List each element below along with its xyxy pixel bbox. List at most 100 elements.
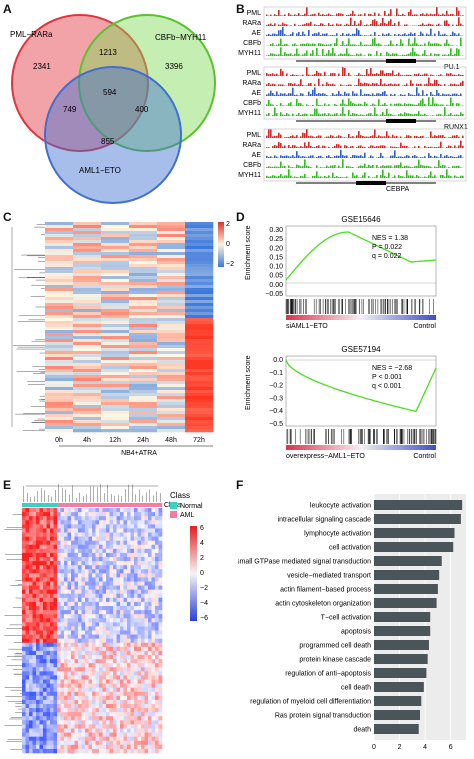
heatmap-cell [39,667,44,672]
heatmap-cell [73,225,102,229]
signal-bar [426,165,428,168]
signal-bar [440,104,442,106]
signal-bar [390,19,392,26]
signal-bar [358,73,360,76]
heatmap-cell [92,548,96,554]
heatmap-cell [85,561,89,566]
heatmap-cell [123,548,128,554]
heatmap-cell [45,324,74,328]
signal-bar [420,95,422,96]
signal-bar [422,90,424,96]
heatmap-cell [141,577,145,582]
heatmap-cell [113,732,117,737]
heatmap-cell [88,634,93,639]
heatmap-cell [116,548,121,554]
heatmap-cell [50,548,54,554]
heatmap-cell [102,626,107,631]
heatmap-cell [39,679,44,684]
signal-bar [368,83,370,86]
heatmap-cell [116,528,121,533]
signal-bar [270,14,272,16]
signal-bar [386,15,388,16]
signal-bar [322,33,324,36]
heatmap-cell [85,548,89,554]
heatmap-cell [32,646,37,652]
signal-bar [448,145,450,148]
heatmap-cell [102,597,107,603]
signal-bar [426,137,428,138]
signal-bar [452,135,454,138]
heatmap-cell [67,524,72,529]
heatmap-cell [109,601,114,607]
heatmap-cell [64,597,68,603]
signal-bar [346,93,348,96]
signal-bar [452,156,454,158]
signal-bar [346,176,348,178]
heatmap-cell [158,597,163,603]
signal-bar [446,35,448,36]
heatmap-cell [134,512,138,517]
signal-bar [296,135,298,138]
signal-bar [414,104,416,106]
signal-bar [284,14,286,16]
heatmap-cell [36,655,40,660]
heatmap-cell [99,675,103,680]
signal-bar [306,104,308,106]
signal-bar [294,176,296,178]
heatmap-cell [92,667,96,672]
heatmap-cell [127,704,131,709]
heatmap-cell [64,593,68,599]
signal-bar [340,103,342,106]
signal-bar [416,83,418,86]
heatmap-cell [116,655,121,660]
heatmap-cell [127,548,131,554]
heatmap-cell [67,634,72,639]
signal-bar [304,43,306,46]
heatmap-cell [116,573,121,578]
heatmap-cell [39,593,44,599]
signal-bar [300,103,302,106]
signal-bar [434,147,436,148]
signal-bar [266,55,268,56]
signal-bar [456,34,458,36]
signal-bar [380,166,382,168]
heatmap-cell [157,330,186,334]
signal-bar [398,114,400,116]
heatmap-cell [50,704,54,709]
heatmap-cell [141,528,145,533]
signal-bar [406,83,408,86]
heatmap-cell [67,614,72,619]
heatmap-cell [81,561,86,566]
signal-bar [272,104,274,106]
signal-bar [350,146,352,148]
heatmap-cell [101,372,130,376]
signal-bar [336,38,338,46]
heatmap-cell [101,369,130,373]
heatmap-cell [53,736,58,742]
heatmap-cell [60,610,65,615]
signal-bar [358,130,360,138]
signal-bar [314,24,316,26]
heatmap-cell [73,381,102,385]
signal-bar [312,155,314,158]
heatmap-cell [141,585,145,590]
heatmap-cell [157,222,186,226]
heatmap-cell [141,597,145,603]
signal-bar [312,114,314,116]
heatmap-cell [158,581,163,586]
heatmap-cell [81,630,86,635]
heatmap-cell [25,663,30,668]
heatmap-cell [155,748,159,754]
heatmap-cell [113,728,117,733]
heatmap-cell [130,626,135,631]
signal-bar [360,135,362,138]
heatmap-cell [74,524,79,529]
heatmap-cell [46,728,51,733]
signal-bar [302,31,304,36]
heatmap-cell [36,671,40,676]
signal-bar [398,103,400,106]
signal-bar [420,100,422,106]
signal-bar [376,21,378,26]
signal-bar [278,54,280,56]
heatmap-cell [137,695,142,701]
